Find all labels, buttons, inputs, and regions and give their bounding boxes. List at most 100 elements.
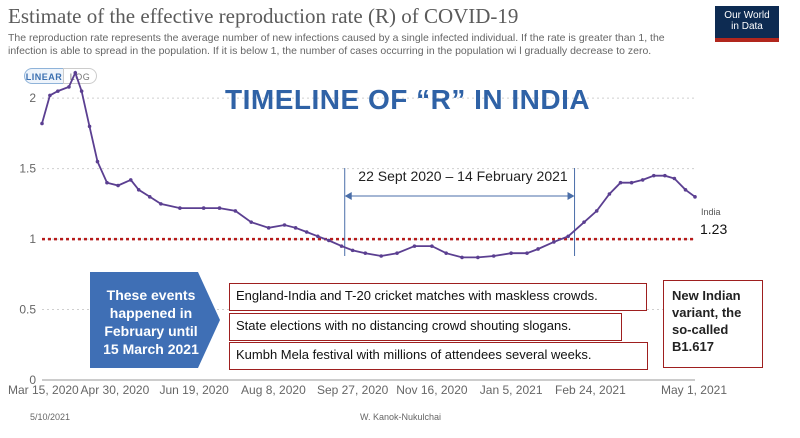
y-tick-label: 1 [29,232,36,246]
data-point [79,89,84,93]
footer-author: W. Kanok-Nukulchai [360,412,442,422]
logo-bar [715,38,779,42]
data-point [350,248,355,253]
data-point [136,187,141,192]
data-point [629,180,634,185]
range-arrowhead-right [567,192,575,200]
series-last-value: 1.23 [700,221,728,237]
series-label-india: India [701,207,721,217]
chart-subtitle: The reproduction rate represents the ave… [8,32,665,57]
x-tick-label: Mar 15, 2020 [8,383,79,397]
data-point [40,121,44,126]
data-point [536,247,540,251]
y-tick-label: 0 [29,373,36,387]
x-tick-label: Sep 27, 2020 [317,383,389,397]
x-tick-label: Jan 5, 2021 [480,383,543,397]
x-tick-labels: Mar 15, 2020 Apr 30, 2020 Jun 19, 2020 Aug … [8,383,727,397]
x-tick-label: Feb 24, 2021 [555,383,626,397]
data-point [116,183,120,188]
data-point [105,180,109,185]
data-point [460,255,464,260]
variant-line: variant, the [672,305,742,320]
arrow-text-line: 15 March 2021 [103,341,199,357]
x-tick-label: May 1, 2021 [661,383,727,397]
y-tick-label: 1.5 [19,162,36,176]
y-tick-label: 2 [29,91,36,105]
x-tick-label: Jun 19, 2020 [159,383,229,397]
data-point [663,173,667,178]
data-point [444,251,448,255]
data-point [395,251,399,255]
data-point [509,251,513,255]
data-point [607,192,612,196]
data-point [95,159,100,164]
india-series-line[interactable] [41,70,696,259]
x-tick-label: Aug 8, 2020 [241,383,306,397]
date-range-annotation [344,168,576,256]
data-point [640,178,645,182]
y-tick-labels: 0 0.5 1 1.5 2 [19,91,36,387]
data-point [304,230,309,234]
data-point [525,251,529,255]
y-tick-label: 0.5 [19,303,36,317]
data-point [327,238,331,243]
event-cricket: England-India and T-20 cricket matches w… [229,283,647,311]
event-elections: State elections with no distancing crowd… [229,313,622,341]
data-point [339,244,344,248]
data-point [293,226,298,230]
arrow-text-line: happened in [109,305,193,321]
logo-line-2: in Data [731,21,763,32]
footer-date: 5/10/2021 [30,412,71,422]
chart-title: Estimate of the effective reproduction r… [8,4,519,28]
data-point [201,206,206,210]
variant-line: so-called [672,322,729,337]
logo-line-1: Our World [724,10,770,21]
events-arrow-callout [90,272,220,368]
variant-line: B1.617 [672,339,714,354]
x-tick-label: Apr 30, 2020 [81,383,150,397]
data-point [233,209,238,213]
data-point [266,226,271,230]
date-range-label: 22 Sept 2020 – 14 February 2021 [358,168,568,184]
arrow-text-line: These events [106,287,196,303]
india-series-points [40,71,697,260]
data-point [476,255,480,260]
data-point [412,244,417,248]
data-point [87,124,92,129]
data-point [491,254,496,258]
data-point [178,206,182,210]
data-point [73,71,78,75]
data-point [48,93,52,98]
data-point [618,180,623,185]
data-point [693,195,697,199]
data-point [594,209,599,213]
data-point [249,220,254,224]
x-tick-label: Nov 16, 2020 [396,383,468,397]
data-point [379,254,383,258]
variant-callout: New Indian variant, the so-called B1.617 [663,280,763,368]
data-point [566,234,571,239]
headline: TIMELINE OF “R” IN INDIA [225,84,591,115]
data-point [159,202,163,206]
events-arrow-text: These events happened in February until … [92,286,210,358]
data-point [282,223,287,227]
data-point [56,89,60,93]
data-point [217,206,222,210]
arrow-shape [90,272,220,368]
data-point [315,234,320,239]
data-point [582,220,586,224]
range-arrowhead-left [344,192,352,200]
data-point [147,195,152,199]
data-point [128,178,133,182]
data-point [683,187,688,192]
data-point [672,176,677,181]
event-kumbh-mela: Kumbh Mela festival with millions of att… [229,342,648,370]
variant-line: New Indian [672,288,741,303]
data-point [430,244,434,248]
owid-logo[interactable]: Our World in Data [715,6,779,42]
data-point [67,85,71,89]
data-point [651,173,656,178]
data-point [552,240,556,244]
data-point [363,251,368,255]
